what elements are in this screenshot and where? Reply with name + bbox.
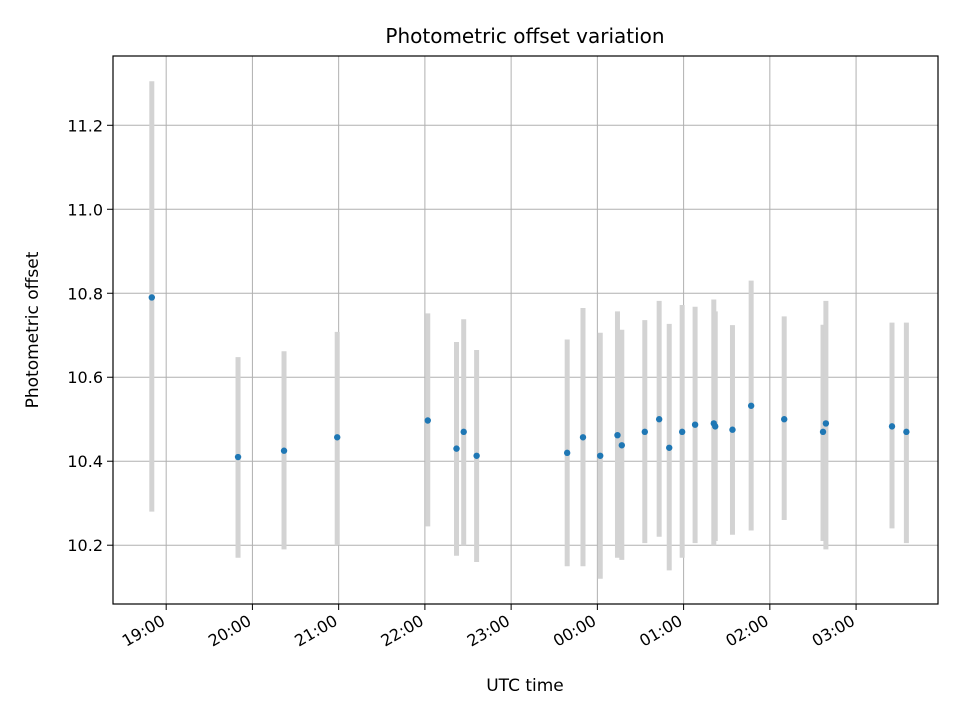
- data-point: [460, 428, 467, 436]
- x-axis-label: UTC time: [486, 676, 564, 696]
- y-tick-label: 10.8: [67, 284, 103, 303]
- x-tick-label: 19:00: [119, 611, 168, 651]
- data-point: [678, 428, 686, 436]
- data-point: [579, 434, 587, 441]
- data-point: [148, 294, 156, 301]
- x-tick-label: 20:00: [205, 611, 254, 651]
- data-point: [234, 453, 242, 461]
- data-point: [655, 416, 663, 423]
- y-axis-ticks: 10.2 10.4 10.6 10.8 11.0 11.2: [67, 116, 113, 555]
- data-point: [597, 452, 604, 459]
- data-point: [618, 442, 625, 449]
- data-point: [729, 426, 736, 433]
- x-tick-label: 03:00: [809, 611, 858, 651]
- data-point: [280, 447, 288, 454]
- y-tick-label: 10.2: [67, 536, 103, 555]
- y-tick-label: 10.4: [67, 452, 103, 471]
- data-point: [747, 402, 755, 409]
- x-axis-ticks: 19:00 20:00 21:00 22:00 23:00 00:00 01:00 02:00…: [119, 604, 858, 651]
- data-point: [691, 421, 699, 428]
- data-point: [641, 428, 648, 436]
- data-point: [424, 417, 431, 424]
- error-bars: [149, 81, 909, 579]
- data-point: [819, 428, 827, 436]
- y-tick-label: 11.2: [67, 116, 103, 135]
- x-tick-label: 02:00: [722, 611, 771, 651]
- chart-title: Photometric offset variation: [385, 24, 664, 48]
- data-point: [781, 416, 788, 423]
- x-tick-label: 21:00: [291, 611, 340, 651]
- y-tick-label: 11.0: [67, 200, 103, 219]
- grid: [113, 56, 938, 604]
- plot-frame: [112, 55, 939, 605]
- data-points: [148, 294, 910, 461]
- data-point: [563, 449, 571, 457]
- x-tick-label: 01:00: [636, 611, 685, 651]
- data-point: [666, 444, 673, 451]
- data-point: [712, 423, 719, 430]
- x-tick-label: 00:00: [550, 611, 599, 651]
- x-tick-label: 23:00: [464, 611, 513, 651]
- data-point: [822, 420, 830, 427]
- x-tick-label: 22:00: [377, 611, 426, 651]
- y-tick-label: 10.6: [67, 368, 103, 387]
- data-point: [334, 434, 341, 441]
- data-point: [614, 431, 621, 439]
- data-point: [888, 423, 896, 430]
- data-point: [473, 452, 480, 459]
- data-point: [453, 445, 460, 452]
- data-point: [903, 428, 910, 436]
- y-axis-label: Photometric offset: [23, 251, 43, 408]
